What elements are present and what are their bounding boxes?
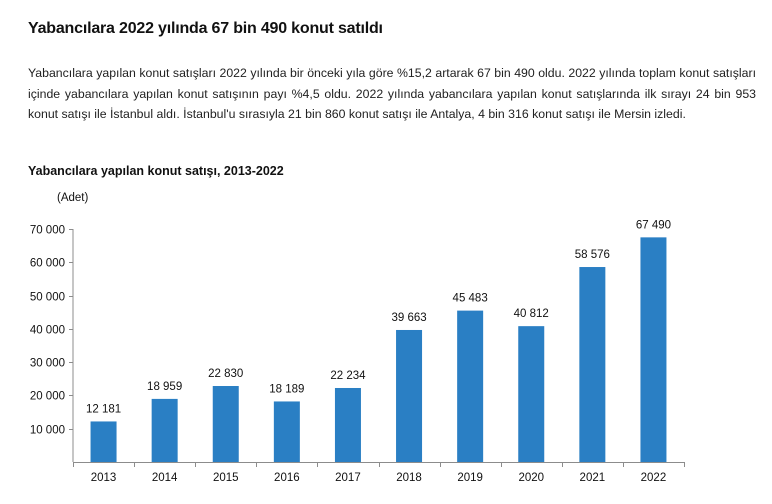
article-paragraph: Yabancılara yapılan konut satışları 2022…: [28, 66, 756, 121]
y-tick-label: 70 000: [30, 225, 65, 237]
y-axis: 10 000 20 000 30 000 40 000 50 000 60 000 70 0…: [30, 225, 74, 462]
bar-2013: [90, 421, 117, 462]
bar-value-label: 18 959: [147, 381, 182, 393]
bar-2014: [151, 398, 178, 462]
x-tick-label: 2014: [152, 472, 178, 484]
y-tick-label: 60 000: [30, 258, 65, 270]
bar-value-label: 58 576: [575, 249, 610, 261]
x-tick-label: 2016: [274, 472, 300, 484]
bar-2018: [396, 329, 423, 462]
y-tick-label: 20 000: [30, 391, 65, 403]
x-tick-label: 2015: [213, 472, 239, 484]
bar-series: 12 181 18 959 22 830 18 189 22 234 39 663 45 4…: [86, 219, 671, 462]
bar-value-label: 18 189: [269, 383, 304, 395]
chart-title: Yabancılara yapılan konut satışı, 2013-2…: [28, 164, 284, 178]
bar-2021: [579, 267, 606, 462]
bar-2017: [334, 387, 361, 462]
bar-value-label: 22 234: [330, 370, 366, 382]
bar-2019: [457, 310, 484, 462]
bar-value-label: 39 663: [391, 312, 426, 324]
article-headline: Yabancılara 2022 yılında 67 bin 490 konu…: [28, 20, 383, 37]
y-tick-label: 50 000: [30, 292, 65, 304]
y-tick-label: 30 000: [30, 358, 65, 370]
bar-2022: [640, 237, 667, 462]
bar-2020: [518, 326, 545, 462]
x-tick-label: 2018: [396, 472, 422, 484]
bar-value-label: 45 483: [453, 293, 488, 305]
y-axis-unit-label: (Adet): [57, 192, 89, 204]
bar-value-label: 40 812: [514, 308, 549, 320]
y-tick-label: 40 000: [30, 325, 65, 337]
bar-2016: [273, 401, 300, 462]
x-tick-label: 2021: [580, 472, 606, 484]
bar-value-label: 12 181: [86, 403, 121, 415]
y-tick-label: 10 000: [30, 425, 65, 437]
x-axis: 2013 2014 2015 2016 2017 2018 2019 2020 2021 2022: [73, 462, 685, 484]
bar-value-label: 67 490: [636, 219, 671, 231]
x-tick-label: 2019: [457, 472, 483, 484]
bar-2015: [212, 386, 239, 462]
x-tick-label: 2020: [518, 472, 544, 484]
x-tick-label: 2013: [91, 472, 117, 484]
x-tick-label: 2017: [335, 472, 361, 484]
x-tick-label: 2022: [641, 472, 667, 484]
bar-value-label: 22 830: [208, 368, 243, 380]
